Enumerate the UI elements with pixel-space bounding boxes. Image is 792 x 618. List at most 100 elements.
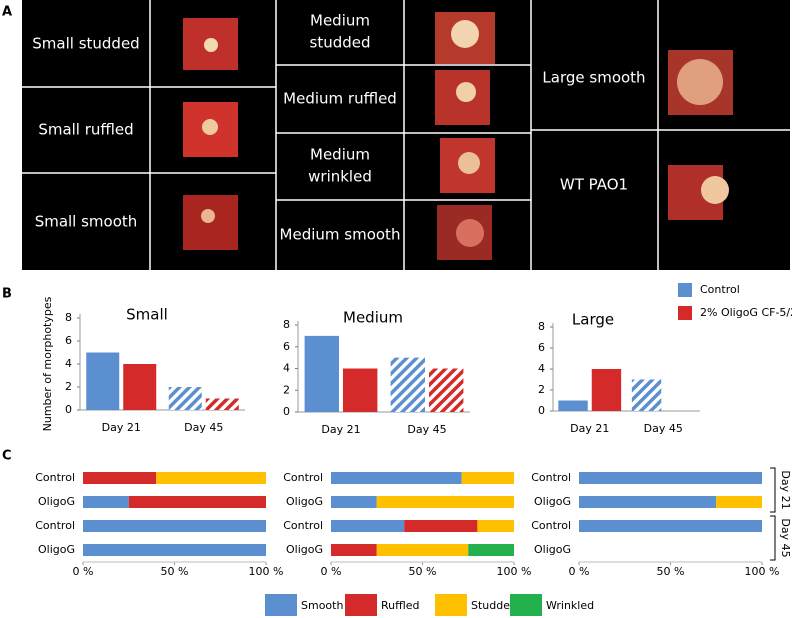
legend-swatch — [435, 594, 467, 616]
x-tick-label: 0 % — [321, 565, 342, 578]
morphotype-label: Medium — [310, 12, 370, 30]
group-label: Day 45 — [779, 518, 792, 557]
legend-label: Smooth — [301, 599, 343, 612]
bar-segment — [331, 496, 377, 508]
x-tick-label: 0 % — [73, 565, 94, 578]
y-tick-label: 0 — [538, 404, 545, 417]
legend-swatch — [345, 594, 377, 616]
bar-segment — [83, 520, 266, 532]
y-tick-label: 4 — [65, 357, 72, 370]
row-label: OligoG — [286, 495, 323, 508]
y-tick-label: 6 — [283, 340, 290, 353]
row-label: OligoG — [286, 543, 323, 556]
group-bracket — [770, 467, 776, 513]
bar-segment — [331, 544, 377, 556]
bar-segment — [579, 496, 717, 508]
y-tick-label: 2 — [538, 383, 545, 396]
row-label: OligoG — [534, 543, 571, 556]
bar-segment — [83, 472, 157, 484]
bar — [558, 400, 588, 411]
x-tick-label: 50 % — [409, 565, 437, 578]
y-tick-label: 2 — [65, 380, 72, 393]
bar-segment — [83, 544, 266, 556]
y-tick-label: 8 — [65, 311, 72, 324]
legend-label: Studded — [471, 599, 517, 612]
x-tick-label: Day 45 — [184, 421, 223, 434]
row-label: Control — [283, 471, 323, 484]
morphotype-label: WT PAO1 — [560, 176, 628, 194]
bar-segment — [468, 544, 514, 556]
panel-label: C — [2, 449, 12, 464]
bar — [429, 368, 464, 412]
bar-segment — [83, 496, 129, 508]
bar-segment — [376, 496, 514, 508]
y-tick-label: 8 — [283, 318, 290, 331]
x-tick-label: Day 21 — [102, 421, 141, 434]
chart-title: Medium — [343, 309, 403, 327]
bar-segment — [128, 496, 266, 508]
bar — [168, 387, 202, 410]
bar — [591, 369, 622, 411]
panel-a — [22, 0, 790, 270]
grid-borders — [22, 0, 790, 270]
colony-photos — [183, 12, 733, 260]
x-tick-label: 50 % — [657, 565, 685, 578]
morphotype-label: studded — [310, 34, 371, 52]
legend-label: Wrinkled — [546, 599, 594, 612]
group-bracket — [770, 515, 776, 561]
row-label: Control — [531, 519, 571, 532]
legend-swatch — [678, 306, 692, 320]
bar-segment — [477, 520, 514, 532]
panel-label: B — [2, 287, 12, 302]
morphotype-label: Medium — [310, 146, 370, 164]
legend-label: 2% OligoG CF-5/20 — [700, 306, 792, 319]
bar-segment — [331, 472, 462, 484]
row-label: Control — [35, 519, 75, 532]
y-tick-label: 4 — [283, 362, 290, 375]
x-tick-label: 100 % — [497, 565, 532, 578]
row-label: OligoG — [38, 495, 75, 508]
bar-segment — [579, 472, 762, 484]
bar — [631, 379, 662, 411]
morphotype-label: Large smooth — [542, 69, 645, 87]
x-tick-label: 0 % — [569, 565, 590, 578]
chart-title: Large — [572, 311, 614, 329]
bar — [304, 335, 339, 412]
panel-label: A — [2, 5, 12, 20]
y-tick-label: 8 — [538, 320, 545, 333]
morphotype-label: Medium smooth — [280, 226, 401, 244]
bar — [343, 368, 378, 412]
x-tick-label: 50 % — [161, 565, 189, 578]
y-tick-label: 6 — [538, 341, 545, 354]
row-label: Control — [35, 471, 75, 484]
legend-label: Control — [700, 283, 740, 296]
morphotype-label: Small studded — [32, 35, 139, 53]
bar-segment — [716, 496, 762, 508]
bar-segment — [376, 544, 469, 556]
y-tick-label: 0 — [65, 403, 72, 416]
morphotype-label: wrinkled — [308, 168, 372, 186]
legend-swatch — [510, 594, 542, 616]
bar-segment — [579, 520, 762, 532]
bar — [86, 352, 120, 410]
bar-segment — [404, 520, 478, 532]
bar-segment — [331, 520, 405, 532]
bar-segment — [461, 472, 514, 484]
morphotype-label: Small smooth — [35, 213, 138, 231]
row-label: OligoG — [534, 495, 571, 508]
x-tick-label: Day 21 — [570, 422, 609, 435]
row-label: Control — [531, 471, 571, 484]
morphotype-label: Medium ruffled — [283, 90, 397, 108]
bar-segment — [156, 472, 266, 484]
chart-title: Small — [126, 306, 168, 324]
group-label: Day 21 — [779, 470, 792, 509]
x-tick-label: Day 45 — [644, 422, 683, 435]
bar — [123, 364, 157, 410]
bar — [390, 357, 425, 412]
row-label: Control — [283, 519, 323, 532]
row-label: OligoG — [38, 543, 75, 556]
y-tick-label: 0 — [283, 405, 290, 418]
y-tick-label: 4 — [538, 362, 545, 375]
y-tick-label: 2 — [283, 383, 290, 396]
